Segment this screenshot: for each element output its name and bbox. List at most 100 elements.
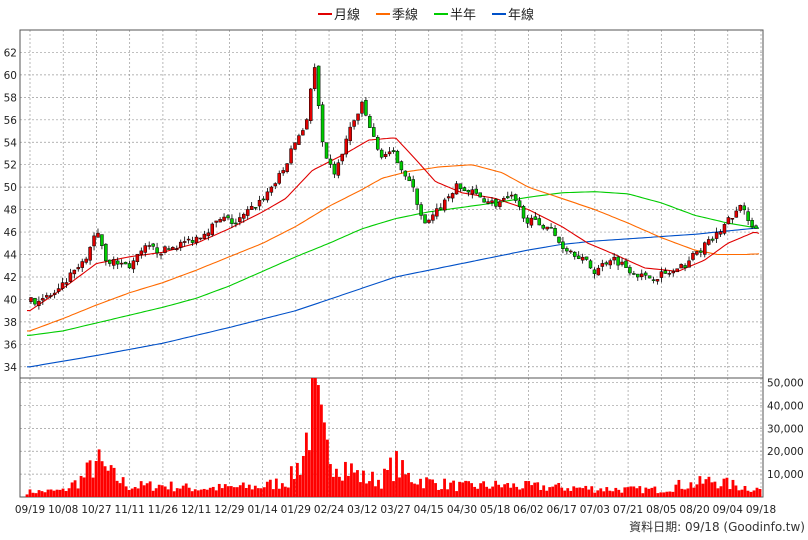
candle-body [206,232,211,237]
volume-bar [52,490,56,497]
candle-body [60,282,65,289]
volume-tick-label: 40,000 [767,400,804,412]
candle-body [600,263,605,267]
volume-bar [692,487,696,497]
legend-label: 半年 [450,8,476,23]
volume-bar [749,491,753,497]
candle-body [750,220,754,228]
candlestick [517,196,522,211]
volume-bar [512,483,516,497]
x-tick-label: 01/29 [281,504,311,516]
candlestick [643,270,648,280]
candlestick [588,259,593,270]
candle-body [746,211,750,221]
candlestick [305,118,309,130]
candlestick [746,207,750,225]
candlestick [214,220,218,228]
candle-body [450,193,455,199]
candle-body [151,243,155,247]
volume-bar [73,480,77,497]
candle-body [651,279,656,281]
volume-bar [620,492,624,497]
candle-body [659,271,664,278]
volume-bar [31,492,35,497]
candlestick [375,135,380,151]
candlestick [108,259,112,267]
volume-bar [377,479,380,497]
candle-body [293,142,297,150]
candlestick [72,269,77,279]
candle-body [466,189,471,193]
candle-body [48,295,53,297]
candlestick [60,277,65,291]
volume-bar [656,493,660,497]
candle-body [175,248,179,250]
volume-bar [316,385,320,497]
volume-bar [470,483,474,497]
candlestick [628,264,632,276]
volume-bar [335,468,338,497]
volume-bar [301,455,305,497]
volume-bar [106,470,110,497]
candle-body [277,173,281,184]
candle-body [435,208,439,217]
candle-body [569,250,573,253]
candle-body [419,204,423,216]
candlestick [592,267,597,279]
volume-bar [205,489,209,497]
candlestick [462,186,467,192]
candle-body [348,126,352,142]
volume-bar [386,470,389,497]
volume-bar [295,462,299,497]
candlestick [541,223,545,231]
price-tick-label: 38 [4,317,17,329]
candlestick [706,236,711,246]
candle-body [115,260,120,265]
candlestick [525,215,530,228]
candle-body [375,137,380,150]
candle-body [92,235,96,247]
volume-bar [307,450,311,497]
candle-body [356,113,360,121]
x-tick-label: 08/20 [679,504,709,516]
candlestick [348,122,352,146]
candlestick [309,87,313,124]
candlestick [289,145,293,166]
volume-bar [118,483,122,497]
volume-bar [647,488,651,497]
volume-bar [611,491,615,497]
candle-body [537,218,542,226]
volume-bar [740,489,744,497]
candle-body [340,153,345,162]
candlestick [301,128,305,136]
volume-bar [653,486,657,497]
candle-body [545,226,549,230]
volume-bar [704,479,708,497]
candle-body [111,259,116,266]
candlestick [151,242,155,250]
candlestick [714,227,719,244]
volume-bar [25,494,29,497]
candle-body [683,265,687,268]
candle-body [309,88,313,121]
candlestick [261,196,266,202]
price-tick-label: 62 [4,47,17,59]
volume-bar [247,484,251,497]
volume-bar [190,491,194,497]
candle-body [104,243,108,262]
candlestick [316,65,321,109]
candle-body [56,288,61,292]
volume-bar [590,486,594,497]
candle-body [423,214,427,224]
volume-bar [362,470,365,497]
volume-bar [752,490,756,497]
candlestick [218,217,222,223]
volume-bar [28,489,32,497]
candlestick [624,258,628,268]
candlestick [616,255,620,270]
volume-bar [680,488,684,497]
volume-bar [271,489,275,497]
candle-body [119,262,124,265]
candlestick [324,142,329,159]
candlestick [675,268,679,273]
